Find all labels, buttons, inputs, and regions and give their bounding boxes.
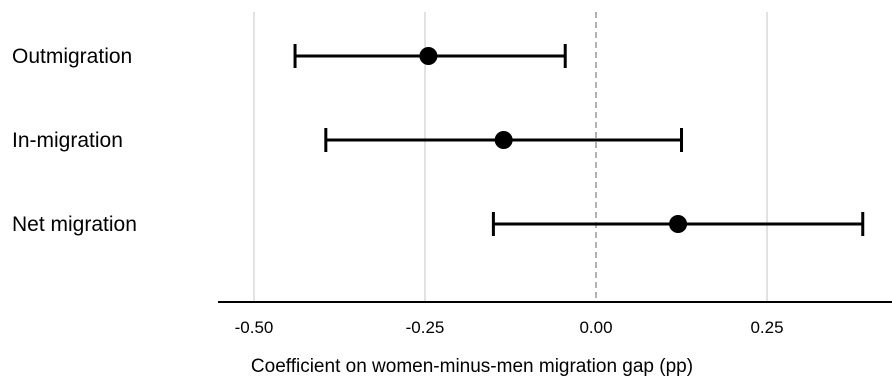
point-estimate-1 <box>494 131 513 149</box>
category-labels: Outmigration In-migration Net migration <box>12 45 137 236</box>
category-label-1: In-migration <box>12 129 123 152</box>
point-estimate-0 <box>419 47 438 65</box>
category-label-0: Outmigration <box>12 45 132 68</box>
x-tick-label: -0.50 <box>235 318 274 337</box>
point-estimates <box>419 47 688 233</box>
confidence-intervals <box>293 44 865 236</box>
x-tick-label: 0.25 <box>750 318 783 337</box>
category-label-2: Net migration <box>12 213 137 236</box>
point-estimate-2 <box>669 215 688 233</box>
x-tick-label: 0.00 <box>579 318 612 337</box>
x-axis-title: Coefficient on women-minus-men migration… <box>251 356 693 377</box>
x-axis: -0.50 -0.25 0.00 0.25 <box>218 301 892 337</box>
x-tick-label: -0.25 <box>406 318 445 337</box>
